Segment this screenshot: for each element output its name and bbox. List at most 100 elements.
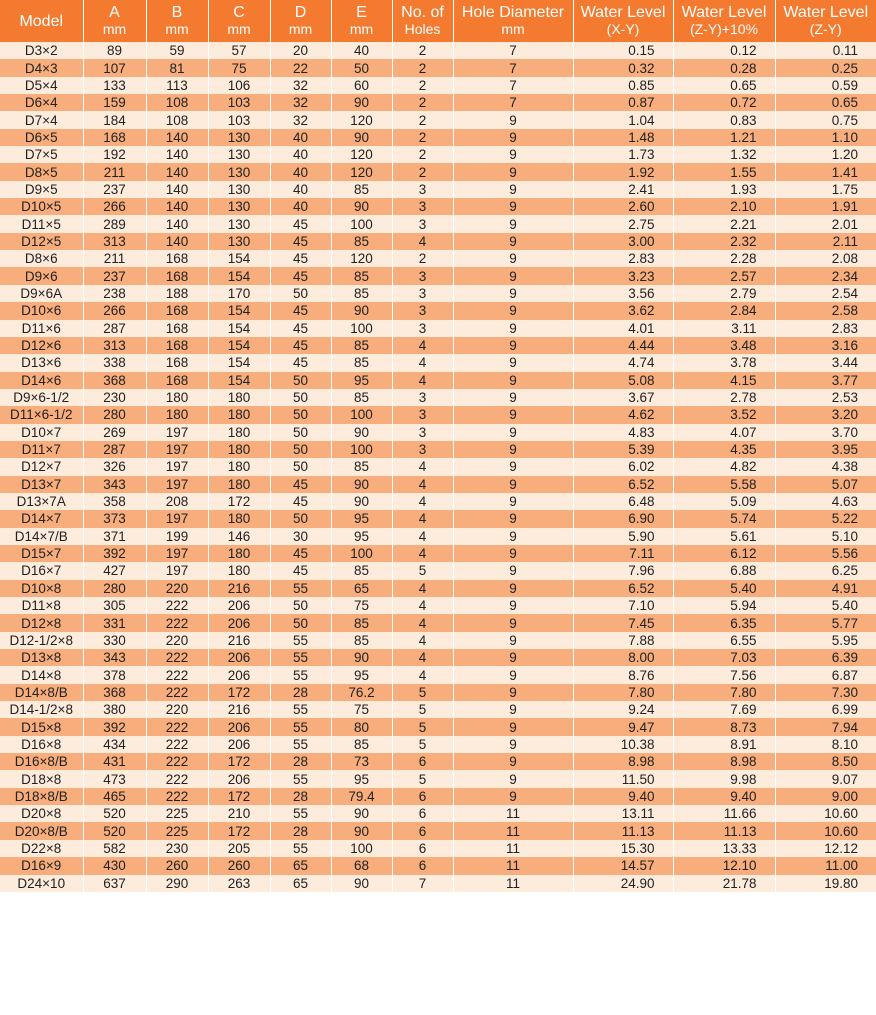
cell-b: 208 <box>146 492 209 511</box>
cell-e: 65 <box>331 579 393 597</box>
cell-water-level-z-y: 1.91 <box>775 198 876 216</box>
cell-model: D15×8 <box>0 718 84 736</box>
table-row: D11×5 289 140 130 45 100 3 9 2.75 2.21 2.01 <box>0 215 876 233</box>
table-row: D9×6-1/2 230 180 180 50 85 3 9 3.67 2.78 2.53 <box>0 388 876 407</box>
cell-no-of-holes: 4 <box>392 666 454 684</box>
cell-b: 140 <box>146 146 209 164</box>
cell-a: 473 <box>83 770 147 788</box>
cell-water-level-x-y: 8.76 <box>573 666 674 684</box>
cell-hole-diameter: 9 <box>453 423 574 441</box>
cell-e: 90 <box>331 805 393 823</box>
cell-a: 330 <box>83 631 147 650</box>
cell-c: 180 <box>208 544 271 563</box>
cell-water-level-z-y: 10.60 <box>775 805 876 823</box>
cell-water-level-z-y-10: 6.88 <box>673 562 776 580</box>
cell-e: 68 <box>331 857 393 875</box>
cell-c: 180 <box>208 562 271 580</box>
cell-c: 75 <box>208 59 271 77</box>
table-row: D16×8/B 431 222 172 28 73 6 9 8.98 8.98 8.50 <box>0 753 876 771</box>
cell-water-level-z-y: 1.75 <box>775 180 876 199</box>
cell-b: 225 <box>146 805 209 823</box>
cell-hole-diameter: 9 <box>453 146 574 164</box>
cell-d: 55 <box>270 579 332 597</box>
cell-water-level-x-y: 15.30 <box>573 839 674 858</box>
cell-no-of-holes: 4 <box>392 354 454 372</box>
table-row: D8×6 211 168 154 45 120 2 9 2.83 2.28 2.08 <box>0 250 876 268</box>
cell-c: 206 <box>208 735 271 754</box>
cell-no-of-holes: 4 <box>392 371 454 389</box>
cell-no-of-holes: 4 <box>392 597 454 615</box>
cell-b: 222 <box>146 787 209 806</box>
cell-d: 28 <box>270 753 332 771</box>
cell-d: 28 <box>270 787 332 806</box>
cell-water-level-z-y: 19.80 <box>775 874 876 892</box>
cell-water-level-z-y: 0.65 <box>775 94 876 112</box>
cell-d: 50 <box>270 284 332 303</box>
cell-b: 108 <box>146 111 209 129</box>
cell-a: 368 <box>83 683 147 702</box>
cell-water-level-x-y: 14.57 <box>573 857 674 875</box>
cell-a: 230 <box>83 388 147 407</box>
cell-water-level-z-y: 2.54 <box>775 284 876 303</box>
cell-no-of-holes: 4 <box>392 475 454 493</box>
cell-model: D18×8/B <box>0 787 84 806</box>
cell-water-level-z-y-10: 0.83 <box>673 111 776 129</box>
cell-a: 520 <box>83 822 147 840</box>
cell-water-level-z-y: 4.38 <box>775 458 876 476</box>
table-row: D12×8 331 222 206 50 85 4 9 7.45 6.35 5.77 <box>0 614 876 632</box>
cell-d: 55 <box>270 666 332 684</box>
cell-no-of-holes: 2 <box>392 250 454 268</box>
cell-model: D20×8 <box>0 805 84 823</box>
cell-c: 172 <box>208 822 271 840</box>
cell-hole-diameter: 9 <box>453 302 574 320</box>
cell-model: D10×5 <box>0 198 84 216</box>
cell-water-level-x-y: 7.80 <box>573 683 674 702</box>
cell-water-level-z-y-10: 5.94 <box>673 597 776 615</box>
cell-water-level-z-y: 5.10 <box>775 527 876 545</box>
cell-c: 210 <box>208 805 271 823</box>
cell-c: 206 <box>208 718 271 736</box>
cell-water-level-z-y: 5.56 <box>775 544 876 563</box>
cell-e: 90 <box>331 649 393 667</box>
cell-no-of-holes: 4 <box>392 544 454 563</box>
cell-water-level-x-y: 1.92 <box>573 163 674 181</box>
cell-no-of-holes: 4 <box>392 527 454 545</box>
table-row: D16×9 430 260 260 65 68 6 11 14.57 12.10 11.00 <box>0 857 876 875</box>
cell-model: D24×10 <box>0 874 84 892</box>
cell-e: 90 <box>331 492 393 511</box>
cell-c: 146 <box>208 527 271 545</box>
cell-a: 373 <box>83 510 147 528</box>
cell-water-level-x-y: 2.41 <box>573 180 674 199</box>
cell-model: D12×7 <box>0 458 84 476</box>
cell-a: 313 <box>83 232 147 251</box>
table-row: D9×6A 238 188 170 50 85 3 9 3.56 2.79 2.54 <box>0 284 876 303</box>
cell-e: 120 <box>331 163 393 181</box>
column-header-title: E <box>356 4 367 21</box>
table-row: D15×8 392 222 206 55 80 5 9 9.47 8.73 7.94 <box>0 718 876 736</box>
column-header-unit: (Z-Y)+10% <box>689 21 759 37</box>
table-row: D3×2 89 59 57 20 40 2 7 0.15 0.12 0.11 <box>0 42 876 60</box>
cell-model: D13×7 <box>0 475 84 493</box>
cell-a: 89 <box>83 42 147 60</box>
cell-water-level-x-y: 0.85 <box>573 76 674 95</box>
cell-water-level-z-y: 6.25 <box>775 562 876 580</box>
cell-e: 100 <box>331 544 393 563</box>
cell-e: 75 <box>331 597 393 615</box>
cell-d: 30 <box>270 527 332 545</box>
cell-c: 106 <box>208 76 271 95</box>
cell-e: 90 <box>331 94 393 112</box>
cell-a: 168 <box>83 128 147 147</box>
cell-b: 199 <box>146 527 209 545</box>
cell-no-of-holes: 3 <box>392 406 454 424</box>
cell-water-level-z-y: 7.30 <box>775 683 876 702</box>
cell-b: 222 <box>146 649 209 667</box>
cell-d: 65 <box>270 857 332 875</box>
cell-water-level-x-y: 5.08 <box>573 371 674 389</box>
cell-c: 260 <box>208 857 271 875</box>
cell-hole-diameter: 9 <box>453 666 574 684</box>
cell-water-level-z-y: 2.34 <box>775 267 876 285</box>
cell-model: D9×5 <box>0 180 84 199</box>
cell-no-of-holes: 2 <box>392 59 454 77</box>
cell-water-level-x-y: 9.24 <box>573 701 674 719</box>
